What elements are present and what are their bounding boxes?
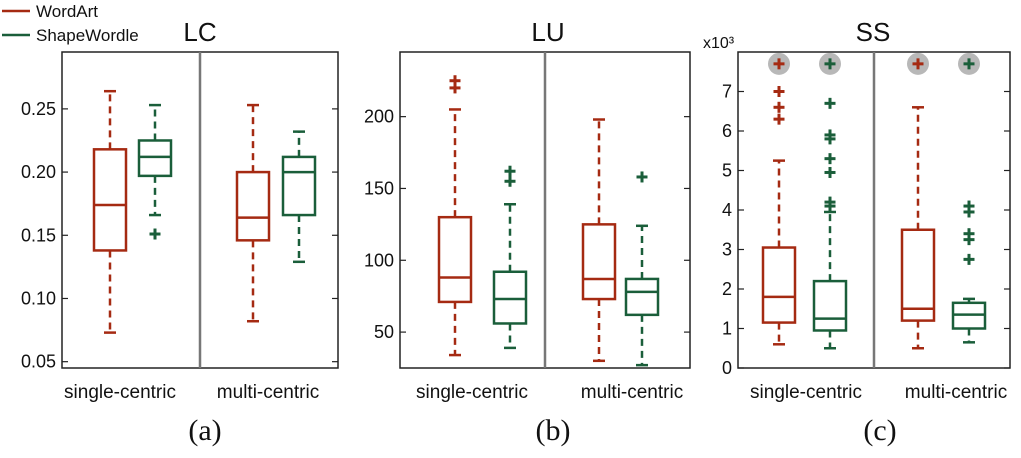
y-tick-label: 0.25 [21, 99, 56, 119]
panel-title: LC [183, 17, 216, 47]
box-iqr [763, 248, 795, 323]
y-tick-label: 5 [722, 161, 732, 181]
legend-wordart-label: WordArt [36, 2, 98, 21]
panel-title: LU [531, 17, 564, 47]
box-iqr [139, 140, 171, 175]
box-iqr [814, 281, 846, 330]
box-iqr [902, 230, 934, 321]
category-label: single-centric [750, 382, 862, 403]
y-tick-label: 0 [722, 358, 732, 378]
outlier-marker [450, 75, 461, 86]
panels: 0.05 0.10 0.15 0.20 0.25 LC single-centric mult… [21, 17, 1010, 447]
panel-caption: (b) [536, 414, 571, 447]
outlier-marker [774, 86, 785, 97]
box-iqr [283, 157, 315, 215]
y-tick-label: 4 [722, 200, 732, 220]
box-shapewordle-multi-centric [283, 132, 315, 262]
y-tick-label: 0.05 [21, 352, 56, 372]
panel-title: SS [856, 17, 891, 47]
y-tick-label: 7 [722, 82, 732, 102]
outlier-marker [774, 114, 785, 125]
outlier-marker [825, 167, 836, 178]
box-wordart-single-centric [763, 53, 795, 344]
y-tick-label: 150 [364, 178, 394, 198]
y-tick-label: 0.10 [21, 288, 56, 308]
category-label: multi-centric [217, 382, 319, 403]
outlier-marker [964, 254, 975, 265]
outlier-marker [505, 166, 516, 177]
outlier-marker [964, 228, 975, 239]
chart-panel-a: 0.05 0.10 0.15 0.20 0.25 LC single-centric mult… [21, 17, 338, 447]
y-tick-label: 3 [722, 240, 732, 260]
y-tick-label: 100 [364, 250, 394, 270]
box-shapewordle-single-centric [814, 53, 846, 348]
box-wordart-multi-centric [583, 120, 615, 361]
category-label: single-centric [64, 382, 176, 403]
legend-shapewordle-label: ShapeWordle [36, 26, 139, 45]
y-tick-label: 6 [722, 121, 732, 141]
box-wordart-single-centric [94, 91, 126, 332]
y-tick-label: 0.20 [21, 162, 56, 182]
outlier-marker [774, 102, 785, 113]
axis-multiplier: x10³ [703, 35, 735, 52]
category-label: multi-centric [581, 382, 683, 403]
box-wordart-single-centric [439, 75, 471, 355]
box-shapewordle-multi-centric [953, 53, 985, 342]
legend: WordArt ShapeWordle [2, 2, 139, 45]
outlier-marker [825, 153, 836, 164]
category-label: multi-centric [905, 382, 1007, 403]
y-tick-label: 2 [722, 279, 732, 299]
outlier-marker [964, 201, 975, 212]
box-shapewordle-single-centric [139, 105, 171, 239]
panel-caption: (c) [863, 414, 896, 447]
y-tick-label: 1 [722, 319, 732, 339]
y-tick-label: 0.15 [21, 225, 56, 245]
box-iqr [94, 149, 126, 250]
box-shapewordle-single-centric [494, 166, 526, 348]
box-iqr [583, 224, 615, 299]
y-tick-label: 200 [364, 107, 394, 127]
box-wordart-multi-centric [902, 53, 934, 348]
box-iqr [237, 172, 269, 240]
outlier-marker [637, 171, 648, 182]
outlier-marker [825, 98, 836, 109]
outlier-marker [505, 176, 516, 187]
outlier-marker [150, 229, 161, 240]
y-tick-label: 50 [374, 322, 394, 342]
category-label: single-centric [416, 382, 528, 403]
panel-caption: (a) [188, 414, 221, 447]
box-iqr [626, 279, 658, 315]
chart-panel-b: 50 100 150 200 LU single-centric multi-centric… [364, 17, 690, 447]
box-shapewordle-multi-centric [626, 171, 658, 365]
box-iqr [494, 272, 526, 324]
chart-panel-c: 0 1 2 3 4 5 6 7 SS x10³ single-centric multi-centri… [703, 17, 1010, 447]
box-iqr [439, 217, 471, 302]
box-wordart-multi-centric [237, 105, 269, 321]
